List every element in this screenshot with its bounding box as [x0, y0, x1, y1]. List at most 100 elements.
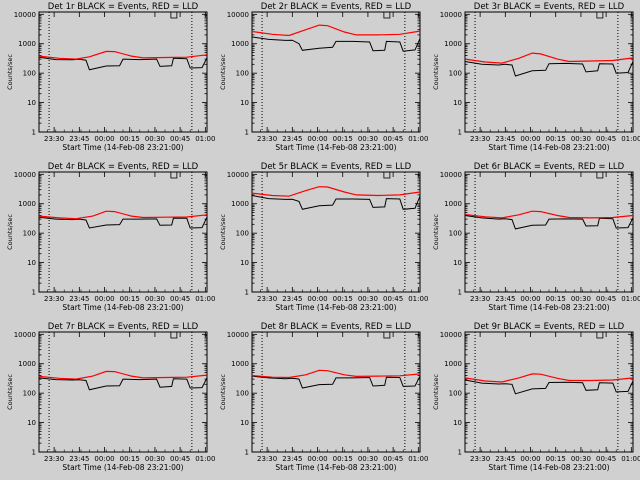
x-axis-label: Start Time (14-Feb-08 23:21:00): [62, 143, 183, 152]
y-tick-label: 1000: [231, 200, 249, 208]
x-tick-label: 00:15: [120, 455, 140, 463]
x-tick-label: 23:45: [495, 455, 515, 463]
x-tick-label: 01:00: [621, 135, 640, 143]
y-axis-label: Counts/sec: [6, 214, 14, 250]
events-series-line: [251, 36, 421, 52]
y-tick-label: 1: [32, 449, 36, 457]
x-tick-label: 00:00: [94, 135, 114, 143]
x-tick-label: 23:30: [44, 295, 64, 303]
panel-1: Det 1r BLACK = Events, RED = LLD 1 10 100 10…: [6, 2, 215, 152]
y-axis-label: Counts/sec: [6, 54, 14, 90]
events-series-line: [464, 215, 634, 230]
panel-3: Det 3r BLACK = Events, RED = LLD 1 10 100 10…: [432, 2, 640, 152]
y-tick-label: 10000: [14, 171, 36, 179]
x-tick-label: 00:15: [333, 295, 353, 303]
panel-title: Det 7r BLACK = Events, RED = LLD: [48, 322, 199, 332]
x-tick-label: 23:30: [44, 135, 64, 143]
x-tick-label: 00:00: [307, 135, 327, 143]
y-tick-label: 1000: [18, 40, 36, 48]
events-series-line: [38, 377, 208, 391]
y-tick-label: 1: [32, 129, 36, 137]
x-tick-label: 23:30: [257, 455, 277, 463]
y-tick-label: 10: [27, 259, 36, 267]
panel-title: Det 6r BLACK = Events, RED = LLD: [474, 162, 625, 172]
marker-box: [596, 331, 604, 339]
y-axis-label: Counts/sec: [219, 54, 227, 90]
lld-series-line: [251, 24, 421, 37]
events-series-line: [38, 56, 208, 71]
lld-series-line: [251, 369, 421, 379]
x-tick-label: 00:45: [596, 135, 616, 143]
y-tick-label: 10: [453, 259, 462, 267]
marker-box: [596, 11, 604, 19]
events-series-line: [38, 216, 208, 229]
x-tick-label: 23:30: [470, 135, 490, 143]
x-tick-label: 00:15: [546, 455, 566, 463]
x-tick-label: 00:30: [145, 295, 165, 303]
marker-box: [170, 11, 178, 19]
y-tick-label: 1000: [18, 360, 36, 368]
x-axis-label: Start Time (14-Feb-08 23:21:00): [488, 463, 609, 472]
y-tick-label: 10: [240, 99, 249, 107]
x-tick-label: 00:15: [333, 455, 353, 463]
panel-9: Det 9r BLACK = Events, RED = LLD 1 10 100 10…: [432, 322, 640, 472]
y-tick-label: 100: [449, 230, 462, 238]
y-tick-label: 100: [236, 390, 249, 398]
x-tick-label: 00:00: [307, 455, 327, 463]
x-tick-label: 00:45: [170, 135, 190, 143]
x-tick-label: 00:30: [358, 135, 378, 143]
y-tick-label: 10000: [227, 171, 249, 179]
y-tick-label: 1: [32, 289, 36, 297]
events-series-line: [464, 379, 634, 395]
x-tick-label: 00:45: [383, 135, 403, 143]
panel-title: Det 4r BLACK = Events, RED = LLD: [48, 162, 199, 172]
x-tick-label: 00:30: [358, 455, 378, 463]
x-tick-label: 01:00: [195, 455, 215, 463]
y-axis-label: Counts/sec: [219, 374, 227, 410]
x-tick-label: 01:00: [195, 295, 215, 303]
panel-title: Det 9r BLACK = Events, RED = LLD: [474, 322, 625, 332]
events-series-line: [251, 195, 421, 210]
x-tick-label: 00:45: [170, 455, 190, 463]
x-axis-label: Start Time (14-Feb-08 23:21:00): [62, 463, 183, 472]
lld-series-line: [38, 50, 208, 60]
events-series-line: [251, 375, 421, 389]
x-tick-label: 00:15: [120, 295, 140, 303]
y-tick-label: 10: [453, 99, 462, 107]
panel-7: Det 7r BLACK = Events, RED = LLD 1 10 100 10…: [6, 322, 215, 472]
x-tick-label: 00:30: [145, 455, 165, 463]
y-tick-label: 10000: [227, 11, 249, 19]
x-tick-label: 23:30: [257, 135, 277, 143]
y-tick-label: 1000: [18, 200, 36, 208]
x-axis-label: Start Time (14-Feb-08 23:21:00): [275, 463, 396, 472]
y-tick-label: 1000: [444, 40, 462, 48]
x-tick-label: 00:30: [571, 455, 591, 463]
y-tick-label: 1: [458, 449, 462, 457]
panel-title: Det 5r BLACK = Events, RED = LLD: [261, 162, 412, 172]
x-tick-label: 23:45: [69, 455, 89, 463]
lld-series-line: [464, 210, 634, 219]
x-tick-label: 00:15: [333, 135, 353, 143]
x-tick-label: 00:45: [170, 295, 190, 303]
lld-series-line: [38, 210, 208, 220]
y-tick-label: 1: [458, 129, 462, 137]
y-tick-label: 100: [236, 70, 249, 78]
x-axis-label: Start Time (14-Feb-08 23:21:00): [488, 303, 609, 312]
events-series-line: [464, 61, 634, 77]
x-tick-label: 01:00: [195, 135, 215, 143]
x-tick-label: 23:45: [282, 135, 302, 143]
panel-8: Det 8r BLACK = Events, RED = LLD 1 10 100 10…: [219, 322, 428, 472]
x-tick-label: 00:00: [307, 295, 327, 303]
y-axis-label: Counts/sec: [6, 374, 14, 410]
panel-2: Det 2r BLACK = Events, RED = LLD 1 10 100 10…: [219, 2, 428, 152]
y-tick-label: 1: [245, 449, 249, 457]
x-tick-label: 01:00: [621, 455, 640, 463]
marker-box: [596, 171, 604, 179]
y-tick-label: 10: [240, 419, 249, 427]
x-tick-label: 00:30: [571, 295, 591, 303]
x-tick-label: 00:15: [546, 295, 566, 303]
x-tick-label: 23:45: [495, 135, 515, 143]
marker-box: [383, 331, 391, 339]
